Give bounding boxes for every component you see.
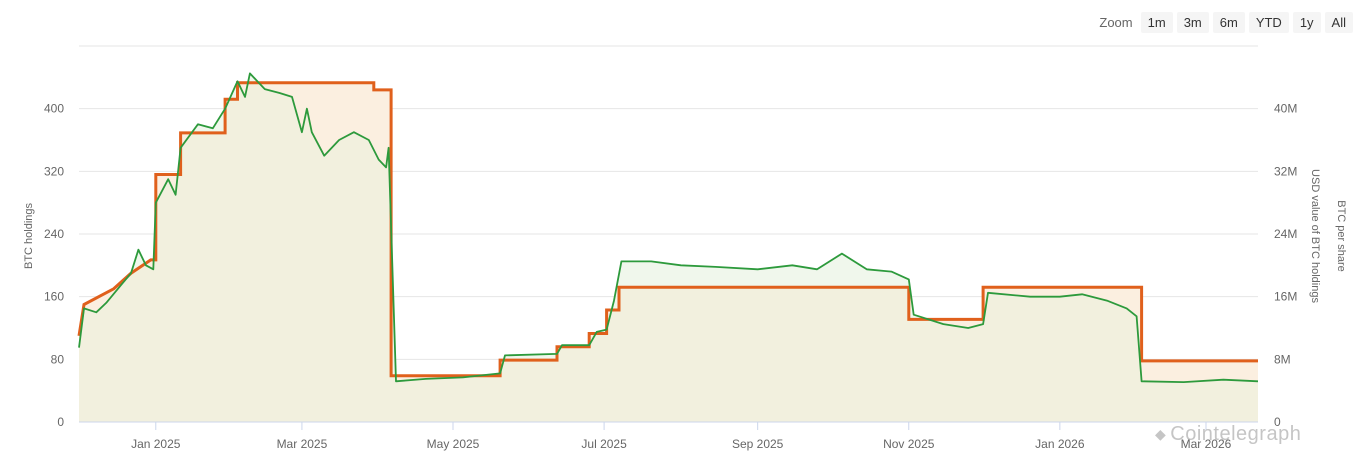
diamond-logo-icon: ◆: [1155, 426, 1167, 442]
zoom-label: Zoom: [1099, 15, 1133, 30]
y-right-tick-label-1: 8M: [1274, 352, 1291, 366]
y-left-tick-label-4: 320: [44, 164, 64, 178]
watermark-text: Cointelegraph: [1170, 423, 1302, 445]
x-tick-label-7: Mar 2026: [1181, 437, 1232, 451]
zoom-all-button[interactable]: All: [1324, 12, 1353, 33]
y-right-tick-label-2: 16M: [1274, 290, 1297, 304]
y-right-tick-label-0: 0: [1274, 415, 1281, 429]
x-tick-label-6: Jan 2026: [1035, 437, 1085, 451]
y-left-tick-label-2: 160: [44, 290, 64, 304]
y-left-tick-label-5: 400: [44, 102, 64, 116]
x-tick-label-2: May 2025: [427, 437, 480, 451]
area-fills: [79, 73, 1258, 423]
y-axis-right-title: USD value of BTC holdings: [1309, 169, 1321, 303]
y-right-tick-label-5: 40M: [1274, 102, 1297, 116]
zoom-1y-button[interactable]: 1y: [1292, 12, 1321, 33]
y-left-tick-label-1: 80: [51, 352, 65, 366]
x-tick-label-0: Jan 2025: [131, 437, 181, 451]
zoom-ytd-button[interactable]: YTD: [1248, 12, 1289, 33]
zoom-bar: Zoom 1m 3m 6m YTD 1y All: [1099, 12, 1353, 33]
zoom-6m-button[interactable]: 6m: [1212, 12, 1245, 33]
x-tick-label-5: Nov 2025: [883, 437, 935, 451]
zoom-3m-button[interactable]: 3m: [1176, 12, 1209, 33]
y-left-tick-label-0: 0: [57, 415, 64, 429]
x-tick-label-4: Sep 2025: [732, 437, 784, 451]
y-right-tick-label-3: 24M: [1274, 227, 1297, 241]
watermark: ◆ Cointelegraph: [1155, 423, 1301, 446]
x-tick-label-3: Jul 2025: [581, 437, 627, 451]
y-right-tick-label-4: 32M: [1274, 164, 1297, 178]
series-lines: [77, 72, 1259, 383]
usd-value-line: [78, 72, 1259, 383]
axes: Jan 2025 Mar 2025 May 2025 Jul 2025 Sep 2025…: [44, 102, 1297, 451]
y-axis-left-title: BTC holdings: [23, 202, 35, 269]
y-left-tick-label-3: 240: [44, 227, 64, 241]
overlap-area: [79, 82, 1258, 422]
zoom-1m-button[interactable]: 1m: [1140, 12, 1173, 33]
y-axis-right-secondary-title: BTC per share: [1335, 200, 1347, 272]
x-tick-label-1: Mar 2025: [277, 437, 328, 451]
